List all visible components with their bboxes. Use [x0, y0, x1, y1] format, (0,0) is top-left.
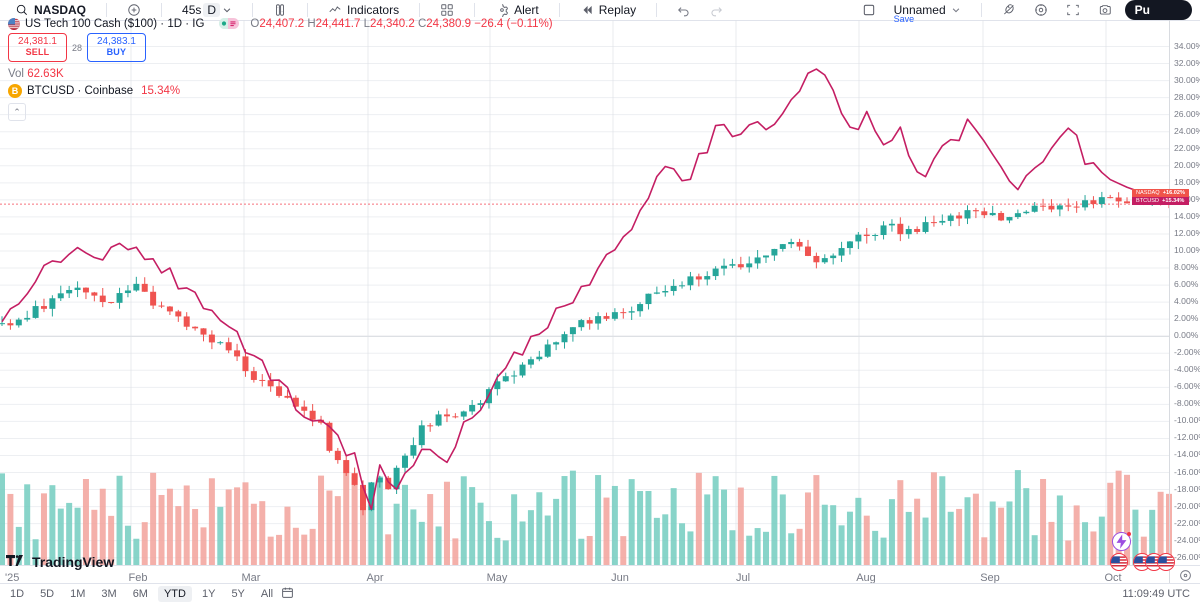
- svg-text:B: B: [12, 86, 19, 96]
